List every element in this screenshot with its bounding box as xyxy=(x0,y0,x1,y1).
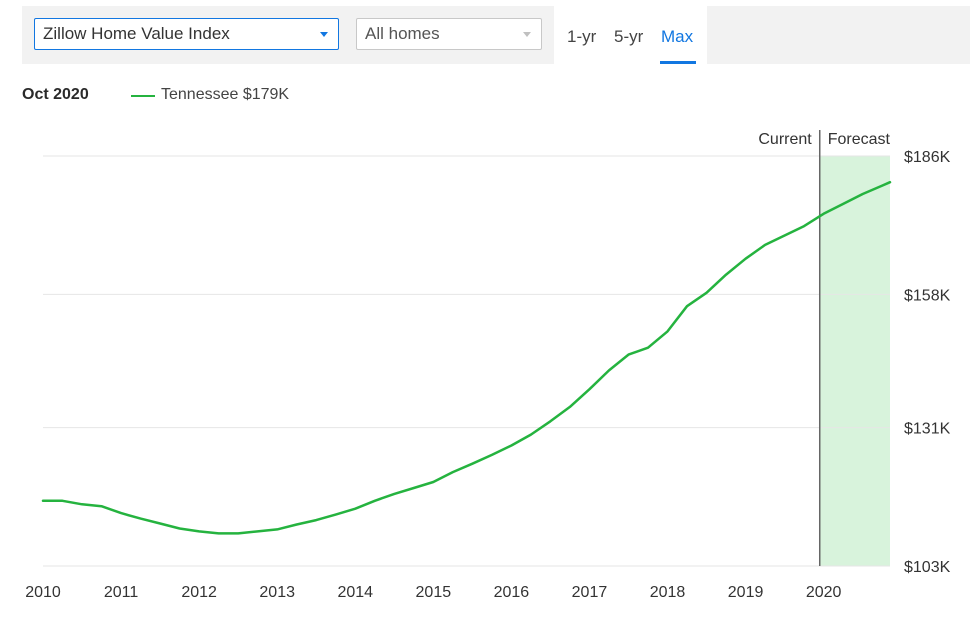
x-tick-label: 2017 xyxy=(572,584,608,601)
y-tick-label: $158K xyxy=(904,287,951,304)
tab-max[interactable]: Max xyxy=(661,27,694,46)
chevron-down-icon xyxy=(523,32,531,37)
home-type-select[interactable]: All homes xyxy=(356,18,542,50)
x-tick-label: 2010 xyxy=(25,584,61,601)
x-tick-label: 2013 xyxy=(259,584,295,601)
home-type-select-value: All homes xyxy=(365,24,440,43)
x-tick-label: 2015 xyxy=(416,584,452,601)
chevron-down-icon xyxy=(320,32,328,37)
forecast-label: Forecast xyxy=(828,131,891,148)
y-tick-label: $131K xyxy=(904,421,951,438)
range-tabs: 1-yr 5-yr Max xyxy=(554,6,707,64)
active-tab-indicator xyxy=(660,61,696,64)
index-select[interactable]: Zillow Home Value Index xyxy=(34,18,339,50)
tab-1-yr[interactable]: 1-yr xyxy=(567,27,597,46)
tab-5-yr[interactable]: 5-yr xyxy=(614,27,644,46)
x-tick-label: 2014 xyxy=(337,584,373,601)
legend-swatch xyxy=(131,95,155,97)
legend-date: Oct 2020 xyxy=(22,86,89,103)
current-label: Current xyxy=(758,131,812,148)
x-tick-label: 2016 xyxy=(494,584,530,601)
y-tick-label: $186K xyxy=(904,149,951,166)
x-tick-label: 2011 xyxy=(104,584,139,601)
x-tick-label: 2019 xyxy=(728,584,764,601)
x-tick-label: 2020 xyxy=(806,584,842,601)
index-select-value: Zillow Home Value Index xyxy=(43,24,230,43)
y-tick-label: $103K xyxy=(904,559,951,576)
forecast-region xyxy=(819,156,890,566)
x-tick-label: 2012 xyxy=(181,584,217,601)
legend-series-label: Tennessee $179K xyxy=(161,86,290,103)
x-tick-label: 2018 xyxy=(650,584,686,601)
series-line-tennessee xyxy=(41,180,892,535)
chart-controls: Zillow Home Value Index All homes 1-yr 5… xyxy=(22,6,970,64)
